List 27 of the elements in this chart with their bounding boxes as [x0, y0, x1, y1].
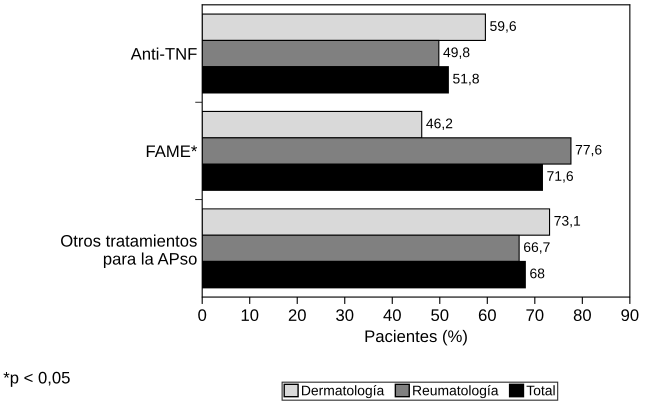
- data-label: 59,6: [490, 21, 516, 33]
- x-tick-label: 10: [242, 309, 258, 322]
- data-label: 49,8: [443, 47, 470, 59]
- data-label: 66,7: [524, 242, 550, 254]
- x-tick-label: 0: [198, 309, 206, 322]
- x-tick-label: 50: [431, 309, 448, 322]
- x-tick-label: 40: [383, 309, 401, 322]
- x-tick-label: 30: [336, 309, 354, 322]
- x-tick-label: 90: [621, 309, 638, 322]
- text: *p < 0,05: [4, 372, 70, 387]
- legend-label: Total: [526, 385, 555, 396]
- x-tick-label: 60: [478, 309, 496, 322]
- y-tick-label: FAME*: [146, 145, 198, 157]
- x-tick-label: 80: [574, 309, 591, 322]
- x-tick-label: 70: [526, 309, 544, 322]
- y-tick-label: Otros tratamientos para la APso: [61, 234, 197, 268]
- data-label: 46,2: [426, 118, 452, 130]
- x-tick-label: 20: [288, 309, 306, 322]
- data-label: 73,1: [554, 216, 580, 228]
- y-tick-label: Anti-TNF: [130, 47, 197, 60]
- legend-label: Reumatología: [413, 385, 498, 398]
- data-label: 51,8: [453, 74, 479, 86]
- legend-label: Dermatología: [302, 385, 384, 398]
- x-axis-title: Pacientes (%): [366, 330, 467, 346]
- data-label: 71,6: [547, 171, 574, 183]
- data-label: 77,6: [576, 144, 602, 156]
- data-label: 68: [530, 268, 544, 278]
